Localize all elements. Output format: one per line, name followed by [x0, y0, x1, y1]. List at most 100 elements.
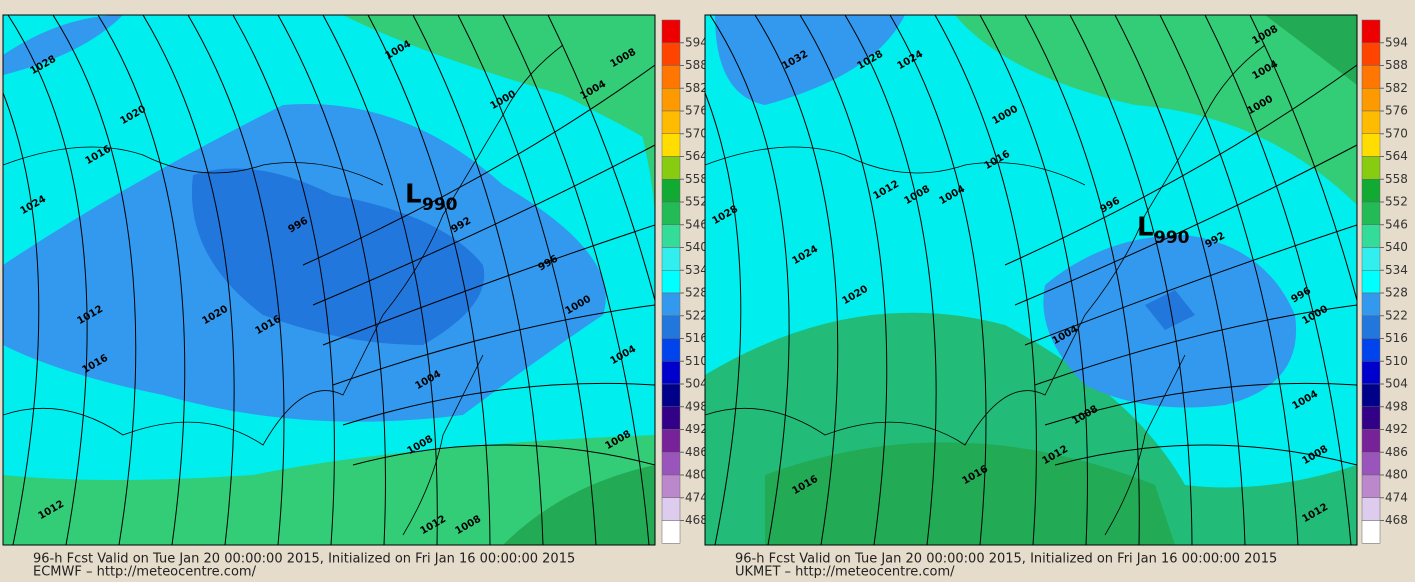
- isobar: [1024, 224, 1357, 346]
- isobar: [142, 15, 235, 545]
- colorbar-box: [661, 520, 681, 544]
- isobar: [1249, 15, 1357, 303]
- isobar: [332, 304, 655, 386]
- colorbar-box: [1361, 429, 1381, 453]
- colorbar-label: 474: [1385, 490, 1408, 504]
- colorbar-box: [1361, 110, 1381, 134]
- height-region: [1265, 15, 1357, 85]
- colorbar-box: [1361, 179, 1381, 203]
- isobar: [342, 382, 655, 426]
- low-value: 990: [1154, 228, 1190, 248]
- map-panel: 1032 1028 10241008100410001000100410081012…: [704, 14, 1358, 580]
- isobar: [1069, 15, 1193, 545]
- colorbar-box: [661, 383, 681, 407]
- isobar: [7, 15, 88, 545]
- colorbar-label: 504: [1385, 377, 1408, 391]
- colorbar-box: [661, 497, 681, 521]
- height-region: [955, 15, 1357, 205]
- colorbar-label: 486: [1385, 445, 1408, 459]
- colorbar-box: [661, 474, 681, 498]
- colorbar-label: 528: [1385, 286, 1408, 300]
- colorbar-label: 480: [685, 468, 708, 482]
- colorbar-label: 588: [685, 58, 708, 72]
- map-fill: [705, 15, 1357, 545]
- colorbar-box: [1361, 406, 1381, 430]
- colorbar-box: [661, 429, 681, 453]
- map-fill: [3, 15, 655, 545]
- colorbar-box: [1361, 88, 1381, 112]
- isobar: [1034, 304, 1357, 386]
- colorbar: 594 588 582 576 570 564 558 552 546 540 534 528 522 5…: [661, 19, 708, 544]
- isobar: [709, 15, 790, 545]
- colorbar-box: [661, 110, 681, 134]
- colorbar: 594 588 582 576 570 564 558 552 546 540 534 528 522 5…: [1361, 19, 1408, 544]
- isobar: [934, 15, 1037, 545]
- colorbar-label: 564: [685, 149, 708, 163]
- colorbar-box: [1361, 65, 1381, 89]
- footer-line: 96-h Fcst Valid on Tue Jan 20 00:00:00 2…: [33, 552, 575, 567]
- footer-line: 96-h Fcst Valid on Tue Jan 20 00:00:00 2…: [735, 552, 1277, 567]
- colorbar-label: 594: [685, 35, 708, 49]
- colorbar-label: 546: [1385, 217, 1408, 231]
- isobar: [1159, 15, 1299, 545]
- footer-line: UKMET – http://meteocentre.com/: [735, 565, 955, 579]
- colorbar-box: [1361, 270, 1381, 294]
- colorbar-box: [661, 224, 681, 248]
- colorbar-box: [661, 338, 681, 362]
- coastline: [3, 44, 564, 446]
- map-border: [704, 14, 1358, 546]
- colorbar-label: 498: [1385, 399, 1408, 413]
- colorbar-label: 576: [685, 104, 708, 118]
- isobar: [277, 15, 386, 545]
- colorbar-label: 492: [685, 422, 708, 436]
- colorbar-box: [1361, 315, 1381, 339]
- colorbar-label: 498: [685, 399, 708, 413]
- isobar: [412, 15, 544, 545]
- isobar: [1054, 444, 1357, 466]
- colorbar-label: 528: [685, 286, 708, 300]
- height-region: [765, 442, 1175, 545]
- colorbar-box: [1361, 361, 1381, 385]
- colorbar-label: 552: [685, 195, 708, 209]
- isobar: [889, 15, 987, 545]
- isobar: [1014, 144, 1357, 306]
- isobar: [547, 15, 655, 303]
- height-region: [503, 465, 655, 545]
- isobar: [322, 224, 655, 346]
- colorbar-label: 540: [685, 240, 708, 254]
- colorbar-box: [661, 42, 681, 66]
- height-region: [191, 168, 485, 345]
- colorbar-label: 522: [685, 308, 708, 322]
- colorbar-box: [661, 452, 681, 476]
- colorbar-label: 522: [1385, 308, 1408, 322]
- colorbar-label: 594: [1385, 35, 1408, 49]
- colorbar-box: [1361, 383, 1381, 407]
- colorbar-label: 552: [1385, 195, 1408, 209]
- colorbar-box: [1361, 247, 1381, 271]
- isobar: [502, 15, 650, 545]
- colorbar-box: [1361, 452, 1381, 476]
- isobar: [302, 64, 655, 266]
- colorbar-label: 468: [685, 513, 708, 527]
- colorbar-box: [661, 65, 681, 89]
- colorbar-label: 504: [685, 377, 708, 391]
- colorbar-label: 534: [1385, 263, 1408, 277]
- isobar: [1204, 15, 1352, 545]
- colorbar-label: 468: [1385, 513, 1408, 527]
- colorbar-box: [661, 179, 681, 203]
- colorbar-label: 558: [1385, 172, 1408, 186]
- colorbar-box: [1361, 497, 1381, 521]
- colorbar-label: 480: [1385, 468, 1408, 482]
- colorbar-box: [661, 201, 681, 225]
- colorbar-label: 516: [1385, 331, 1408, 345]
- colorbar-label: 576: [1385, 104, 1408, 118]
- isobar: [3, 91, 40, 545]
- colorbar-label: 582: [685, 81, 708, 95]
- isobar: [312, 144, 655, 306]
- isobar: [1114, 15, 1246, 545]
- isobar: [844, 15, 937, 545]
- colorbar-label: 588: [1385, 58, 1408, 72]
- colorbar-box: [661, 292, 681, 316]
- colorbar-label: 564: [1385, 149, 1408, 163]
